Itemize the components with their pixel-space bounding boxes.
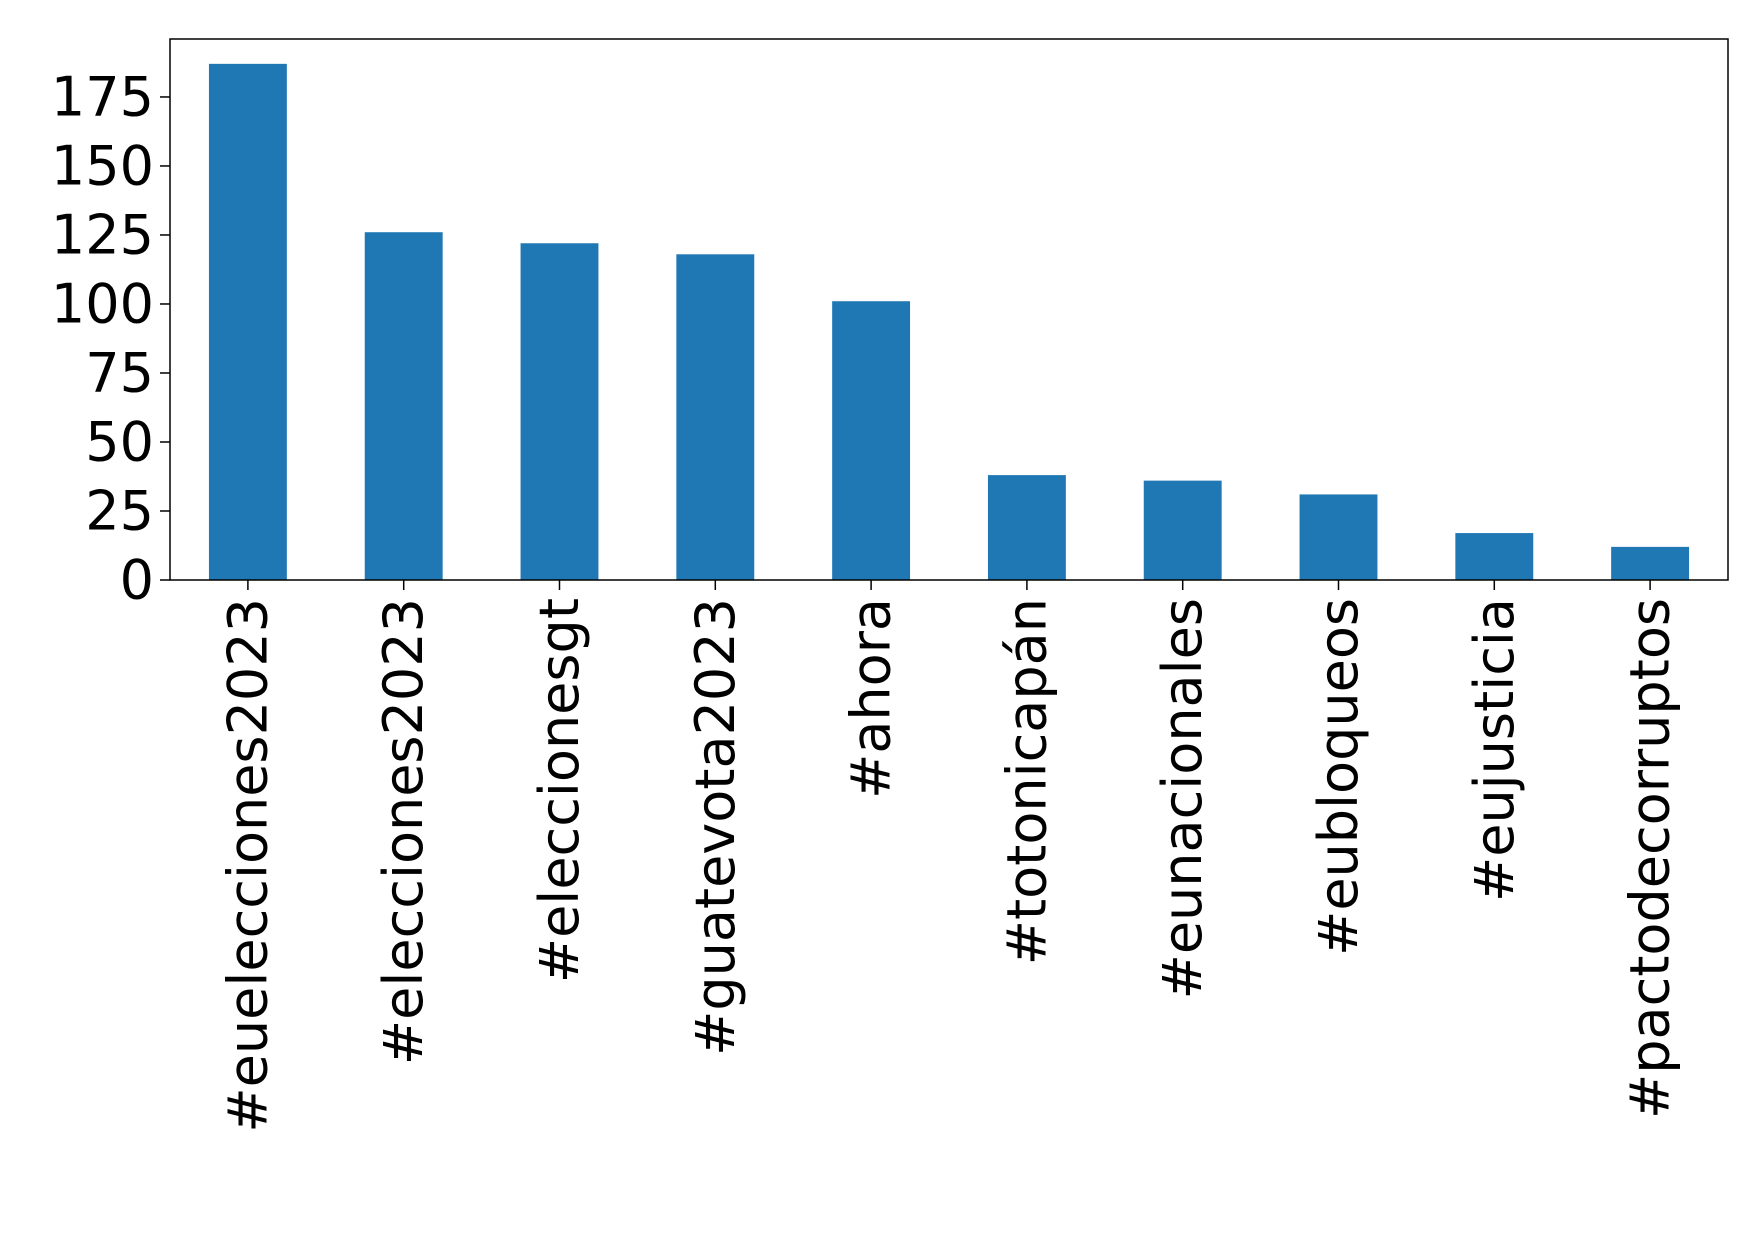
y-tick-label: 125 [51,203,154,266]
x-tick-label: #pactodecorruptos [1619,598,1682,1119]
y-tick-label: 25 [85,479,154,542]
bar [364,232,443,580]
bar [1299,494,1378,580]
bar [832,301,911,580]
bar [208,63,287,580]
y-tick-label: 100 [51,272,154,335]
x-tick-label: #eleccionesgt [528,598,591,983]
bar [1143,480,1222,580]
bar [987,475,1066,580]
x-tick-label: #ahora [840,598,903,799]
y-tick-label: 175 [51,65,154,128]
x-tick-label: #guatevota2023 [684,598,747,1056]
y-tick-label: 75 [85,341,154,404]
x-tick-label: #totonicapán [995,598,1058,965]
bar [520,243,599,580]
x-tick-label: #eujusticia [1463,598,1526,902]
bar [1455,533,1534,580]
bar [676,254,755,581]
plot-frame [169,38,1729,581]
x-tick-label: #eunacionales [1151,598,1214,999]
y-tick-label: 50 [85,410,154,473]
bar [1611,546,1690,580]
x-tick-label: #eubloqueos [1307,598,1370,956]
x-tick-label: #euelecciones2023 [216,598,279,1133]
y-tick-label: 0 [120,549,154,612]
x-tick-label: #elecciones2023 [372,598,435,1065]
y-tick-label: 150 [51,134,154,197]
